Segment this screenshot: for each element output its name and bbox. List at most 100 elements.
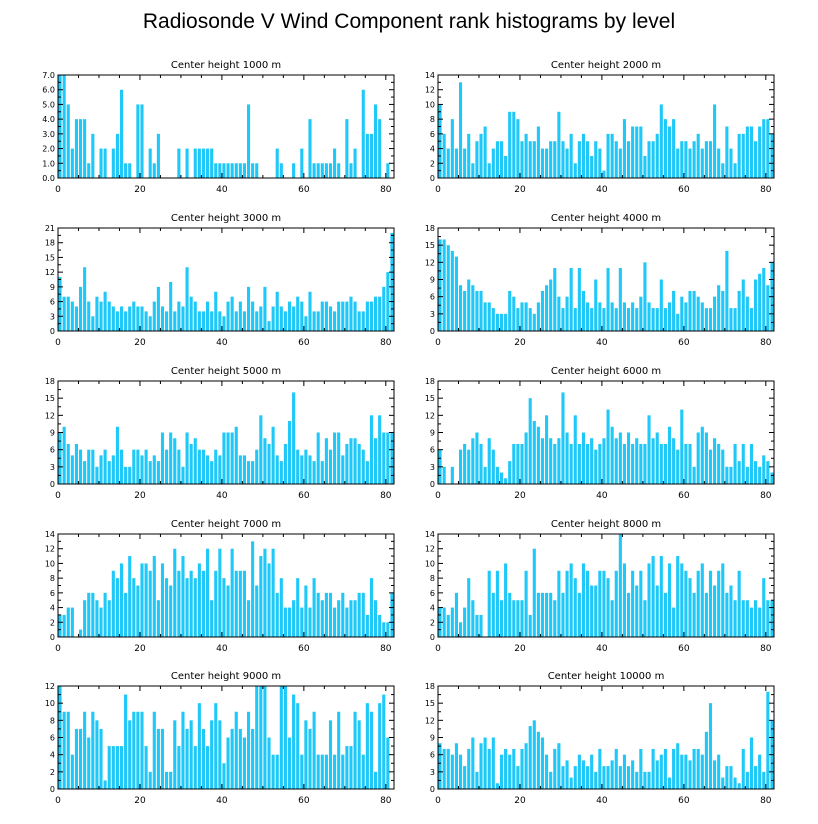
histogram-bar xyxy=(463,607,467,637)
histogram-bar xyxy=(95,720,99,789)
histogram-bar xyxy=(201,449,206,484)
histogram-bar xyxy=(292,694,296,789)
histogram-bar xyxy=(725,126,729,178)
histogram-bar xyxy=(643,155,647,178)
histogram-bar xyxy=(275,455,279,484)
histogram-bar xyxy=(504,748,508,789)
histogram-bar xyxy=(70,148,74,178)
histogram-bar xyxy=(210,311,214,331)
histogram-bar xyxy=(561,592,565,637)
histogram-bar xyxy=(561,308,565,331)
histogram-bar xyxy=(614,748,618,789)
x-tick-label: 80 xyxy=(380,644,392,654)
histogram-bar xyxy=(483,466,487,484)
y-tick-label: 12 xyxy=(425,411,435,420)
histogram-bar xyxy=(177,570,181,637)
y-tick-label: 1.0 xyxy=(42,159,55,168)
histogram-bar xyxy=(626,432,631,484)
histogram-bar xyxy=(561,141,565,178)
histogram-bar xyxy=(594,141,598,178)
histogram-bar xyxy=(557,296,561,331)
panel-7000m: Center height 7000 m 0 2 4 6 8 10 12 14 0 20 40 60 80 xyxy=(45,519,395,654)
histogram-bar xyxy=(132,578,136,637)
panel-title: Center height 10000 m xyxy=(548,671,665,682)
histogram-bar xyxy=(218,548,222,637)
histogram-bar xyxy=(610,426,614,484)
histogram-bar xyxy=(442,748,446,789)
histogram-bar xyxy=(226,432,230,484)
histogram-bar xyxy=(602,170,606,178)
histogram-bar xyxy=(160,432,165,484)
y-tick-label: 3 xyxy=(430,310,435,319)
histogram-bar xyxy=(512,443,516,484)
histogram-bar xyxy=(308,607,312,637)
histogram-bar xyxy=(218,163,222,178)
histogram-bar xyxy=(136,306,140,331)
histogram-bar xyxy=(119,563,124,637)
histogram-bar xyxy=(267,321,271,331)
y-tick-label: 4 xyxy=(50,604,55,613)
histogram-bar xyxy=(111,148,115,178)
histogram-bar xyxy=(479,290,483,331)
histogram-bar xyxy=(442,239,446,331)
histogram-bar xyxy=(639,296,643,331)
y-tick-label: 6 xyxy=(430,589,435,598)
histogram-bar xyxy=(136,104,140,178)
histogram-bar xyxy=(717,148,721,178)
histogram-bar xyxy=(152,556,156,637)
histogram-bar xyxy=(119,89,124,178)
histogram-bar xyxy=(296,703,300,789)
histogram-bar xyxy=(111,455,115,484)
histogram-bar xyxy=(369,301,374,331)
histogram-bar xyxy=(259,415,263,484)
x-tick-label: 60 xyxy=(678,644,690,654)
histogram-bar xyxy=(663,748,667,789)
histogram-bar xyxy=(442,133,446,178)
histogram-bar xyxy=(635,438,639,484)
histogram-bar xyxy=(713,760,717,789)
histogram-bar xyxy=(626,592,631,637)
histogram-bar xyxy=(374,104,378,178)
histogram-bar xyxy=(581,563,586,637)
histogram-bar xyxy=(454,743,458,789)
histogram-bar xyxy=(540,148,545,178)
histogram-bar xyxy=(357,311,361,331)
histogram-bar xyxy=(312,578,316,637)
histogram-bar xyxy=(631,760,635,789)
histogram-bar xyxy=(532,720,536,789)
histogram-bar xyxy=(189,443,193,484)
histogram-bar xyxy=(115,133,119,178)
y-tick-label: 15 xyxy=(425,241,435,250)
histogram-bar xyxy=(78,449,83,484)
histogram-bar xyxy=(345,443,349,484)
histogram-bar xyxy=(606,133,610,178)
histogram-bar xyxy=(565,432,569,484)
histogram-bar xyxy=(696,748,700,789)
histogram-bar xyxy=(491,308,495,331)
y-tick-label: 8 xyxy=(50,716,55,725)
y-tick-label: 12 xyxy=(425,86,435,95)
histogram-bar xyxy=(357,720,361,789)
histogram-bar xyxy=(292,306,296,331)
histogram-bar xyxy=(185,432,189,484)
histogram-bar xyxy=(622,119,626,178)
histogram-bar xyxy=(353,301,357,331)
y-tick-label: 6 xyxy=(430,751,435,760)
histogram-bar xyxy=(99,301,103,331)
histogram-bar xyxy=(766,461,770,484)
histogram-bar xyxy=(357,592,361,637)
histogram-bar xyxy=(263,286,267,331)
histogram-bar xyxy=(540,592,545,637)
histogram-bar xyxy=(328,163,333,178)
histogram-bar xyxy=(87,163,91,178)
histogram-bar xyxy=(700,754,704,789)
histogram-bar xyxy=(545,592,549,637)
y-tick-label: 12 xyxy=(45,682,55,691)
y-tick-label: 4 xyxy=(50,751,55,760)
histogram-bar xyxy=(361,311,365,331)
histogram-bar xyxy=(581,432,586,484)
histogram-bar xyxy=(337,711,341,789)
y-tick-label: 0 xyxy=(50,480,55,489)
histogram-bar xyxy=(345,746,349,789)
histogram-bar xyxy=(99,728,103,789)
